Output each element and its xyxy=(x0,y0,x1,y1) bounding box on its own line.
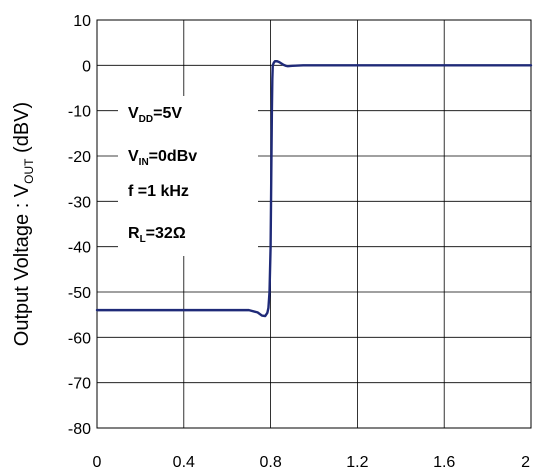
x-tick-label: 1.6 xyxy=(433,454,455,471)
y-tick-label: -70 xyxy=(68,376,91,393)
y-tick-label: -60 xyxy=(68,330,91,347)
annotation-background xyxy=(118,96,258,256)
x-tick-label: 2 xyxy=(521,454,530,471)
x-tick-label: 0.4 xyxy=(173,454,195,471)
y-axis-label: Output Voltage : VOUT (dBV) xyxy=(11,102,36,346)
y-tick-labels: 10 0 -10 -20 -30 -40 -50 -60 -70 -80 xyxy=(68,13,91,438)
series-line xyxy=(95,60,533,318)
y-tick-label: 10 xyxy=(73,13,91,30)
x-tick-label: 0.8 xyxy=(259,454,281,471)
y-tick-label: -40 xyxy=(68,240,91,257)
y-tick-label: -50 xyxy=(68,285,91,302)
y-tick-label: 0 xyxy=(82,58,91,75)
y-tick-label: -30 xyxy=(68,194,91,211)
y-tick-label: -20 xyxy=(68,149,91,166)
annotation-frequency: f =1 kHz xyxy=(128,183,189,200)
plot-frame xyxy=(96,19,532,429)
annotation-rl: RL=32Ω xyxy=(128,225,186,245)
x-tick-label: 0 xyxy=(93,454,102,471)
x-tick-labels: 0 0.4 0.8 1.2 1.6 2 xyxy=(93,454,531,471)
x-tick-label: 1.2 xyxy=(346,454,368,471)
y-tick-label: -10 xyxy=(68,104,91,121)
annotation-vin: VIN=0dBv xyxy=(128,148,197,168)
annotation-box: VDD=5V VIN=0dBv f =1 kHz RL=32Ω xyxy=(118,96,258,256)
y-tick-label: -80 xyxy=(68,421,91,438)
annotation-vdd: VDD=5V xyxy=(128,105,182,125)
